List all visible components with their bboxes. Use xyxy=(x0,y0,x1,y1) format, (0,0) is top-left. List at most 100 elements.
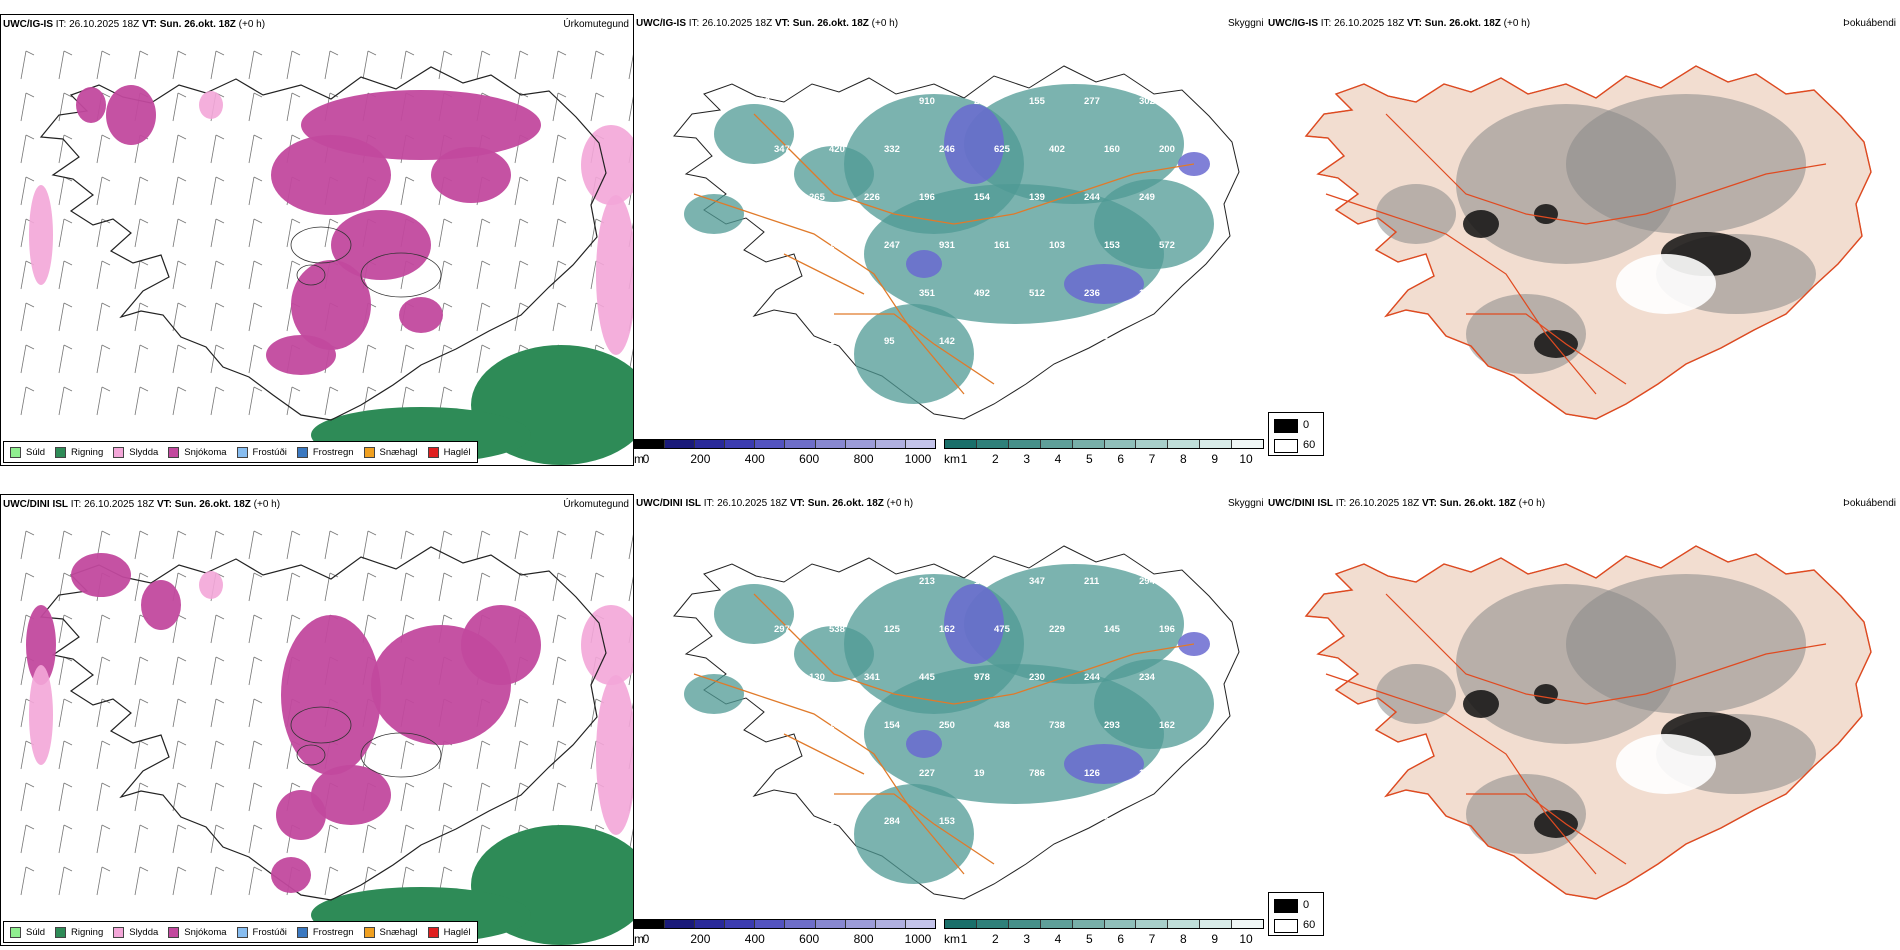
wind-barb xyxy=(438,782,453,812)
colorbar-tick: 8 xyxy=(1179,452,1187,466)
wind-barb xyxy=(96,824,111,854)
legend-swatch xyxy=(363,926,375,938)
visibility-label: 160 xyxy=(1104,144,1120,155)
wind-barb xyxy=(552,92,567,122)
wind-barb xyxy=(438,218,453,248)
dense-fog-area xyxy=(1534,330,1578,358)
colorbar-tick: 9 xyxy=(1211,452,1218,466)
wind-barb xyxy=(590,92,605,122)
field-area xyxy=(141,580,181,630)
wind-barb xyxy=(134,782,149,812)
visibility-label: 162 xyxy=(1159,720,1175,731)
legend-label: Frostregn xyxy=(312,926,354,938)
visibility-label: 208 xyxy=(864,768,880,779)
colorbar-segment xyxy=(1168,440,1201,448)
visibility-label: 154 xyxy=(884,720,901,731)
wind-barb xyxy=(552,134,567,164)
wind-barb xyxy=(134,260,149,290)
visibility-label: 179 xyxy=(1104,336,1120,347)
wind-barb xyxy=(172,824,187,854)
fog-legend-black-label: 0 xyxy=(1303,419,1310,431)
visibility-label: 102 xyxy=(1139,288,1155,299)
field-area xyxy=(76,87,106,123)
wind-barb xyxy=(96,260,111,290)
wind-barb xyxy=(172,344,187,374)
wind-barb xyxy=(286,572,301,602)
wind-barb xyxy=(286,386,301,416)
wind-barb xyxy=(590,50,605,80)
colorbar-tick: 5 xyxy=(1085,452,1093,466)
wind-barb xyxy=(210,302,225,332)
wind-barb xyxy=(58,866,73,896)
road-line xyxy=(753,113,1015,225)
visibility-label: 512 xyxy=(1029,288,1045,299)
wind-barb xyxy=(210,782,225,812)
wind-barb xyxy=(58,386,73,416)
wind-barb xyxy=(514,530,529,560)
colorbar-tick: 0 xyxy=(642,452,650,466)
wind-barb xyxy=(134,344,149,374)
wind-barb xyxy=(96,50,111,80)
visibility-label: 255 xyxy=(774,720,791,731)
cloud-area xyxy=(854,304,974,404)
legend-label: Snæhagl xyxy=(379,446,418,458)
wind-barb xyxy=(248,740,263,770)
wind-barb xyxy=(248,218,263,248)
colorbar-tick: 600 xyxy=(799,452,820,466)
clear-area xyxy=(1616,254,1716,314)
field-area xyxy=(399,297,443,333)
wind-barb xyxy=(134,50,149,80)
wind-barb xyxy=(58,50,73,80)
wind-barb xyxy=(210,698,225,728)
visibility-label: 294 xyxy=(1139,576,1156,587)
colorbar-segment xyxy=(905,440,935,448)
visibility-map: 98 472 254 213 139 347 211 294 297 538 125 162 475 22… xyxy=(673,545,1240,900)
visibility-label: 103 xyxy=(1049,240,1065,251)
wind-barb xyxy=(134,824,149,854)
colorbar-segment xyxy=(1200,920,1233,928)
visibility-label: 14 xyxy=(994,336,1005,347)
wind-barb xyxy=(134,176,149,206)
wind-barb xyxy=(172,740,187,770)
precip-legend-item: Frostúði xyxy=(236,926,287,938)
field-area xyxy=(311,765,391,825)
wind-barb xyxy=(96,782,111,812)
fog-legend-white xyxy=(1274,919,1298,933)
field-area xyxy=(106,85,156,145)
colorbar-segment xyxy=(755,920,786,928)
wind-barb xyxy=(324,50,339,80)
visibility-label: 931 xyxy=(939,240,956,251)
iceland-coastline xyxy=(1304,545,1872,900)
colorbar-segment xyxy=(725,920,756,928)
wind-barb xyxy=(248,176,263,206)
precip-legend-item: Frostregn xyxy=(296,446,354,458)
wind-barb xyxy=(248,656,263,686)
precip-legend-item: Slydda xyxy=(113,926,158,938)
wind-barb xyxy=(248,698,263,728)
wind-barb xyxy=(362,866,377,896)
wind-barb xyxy=(476,50,491,80)
colorbar-segment xyxy=(1072,920,1105,928)
road-line xyxy=(753,593,1015,705)
visibility-label: 281 xyxy=(754,288,771,299)
wind-barb xyxy=(324,386,339,416)
wind-barb xyxy=(58,302,73,332)
visibility-label: 293 xyxy=(1104,720,1120,731)
legend-label: Snjókoma xyxy=(184,926,227,938)
visibility-label: 302 xyxy=(1139,96,1155,107)
cloud-area xyxy=(714,104,794,164)
colorbar-tick: 3 xyxy=(1023,452,1030,466)
colorbar-segment xyxy=(1200,440,1233,448)
legend-label: Frostregn xyxy=(312,446,354,458)
wind-barb xyxy=(476,218,491,248)
visibility-label: 125 xyxy=(884,624,901,635)
wind-barb xyxy=(134,386,149,416)
wind-barb xyxy=(20,530,35,560)
visibility-label: 236 xyxy=(1084,288,1100,299)
field-area xyxy=(581,605,633,685)
visibility-label: 211 xyxy=(1084,576,1100,587)
legend-swatch xyxy=(427,926,439,938)
visibility-label: 153 xyxy=(939,816,955,827)
wind-barb xyxy=(134,866,149,896)
visibility-label: 351 xyxy=(919,288,936,299)
